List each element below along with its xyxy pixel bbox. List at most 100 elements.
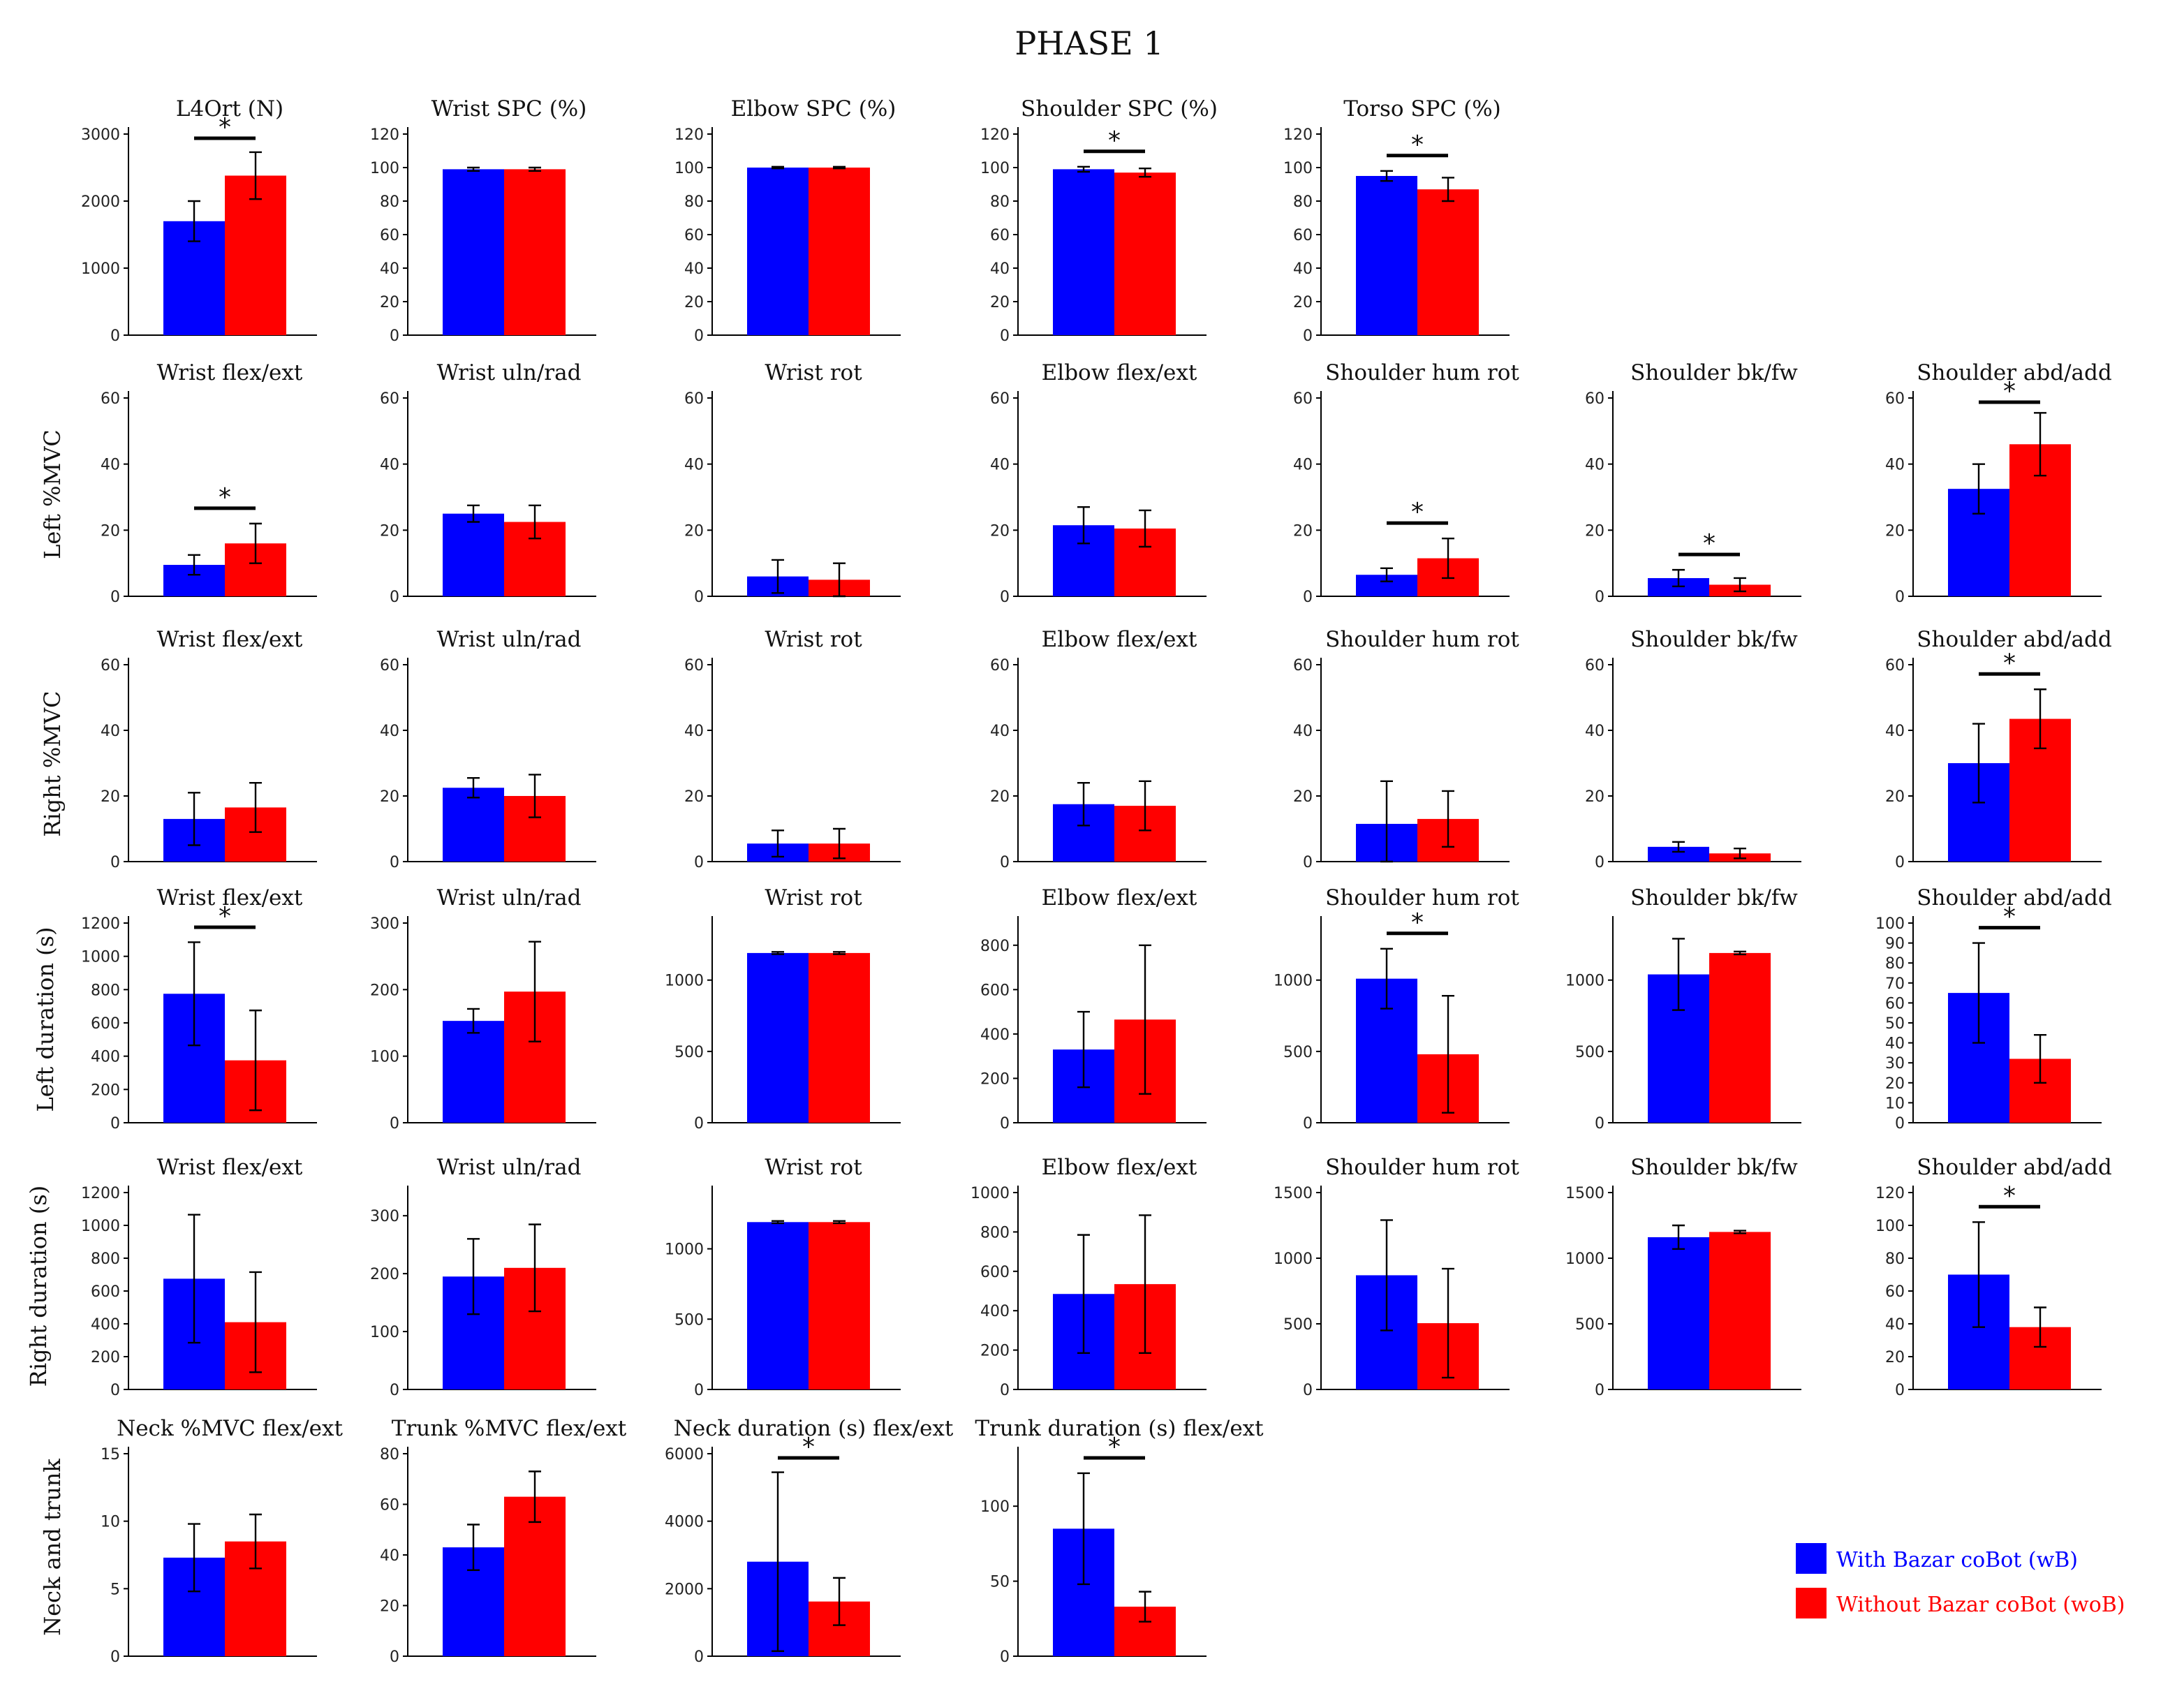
y-tick-label: 20 bbox=[1293, 788, 1313, 806]
bar-wob bbox=[809, 952, 870, 1123]
y-tick-label: 0 bbox=[694, 854, 704, 871]
panel-title: Wrist uln/rad bbox=[437, 627, 582, 652]
y-tick-label: 40 bbox=[380, 457, 399, 474]
y-tick-label: 40 bbox=[684, 260, 704, 278]
panel-title: Wrist uln/rad bbox=[437, 360, 582, 385]
y-tick-label: 0 bbox=[390, 1649, 399, 1666]
significance-star: * bbox=[2003, 903, 2016, 931]
y-tick-label: 80 bbox=[684, 193, 704, 211]
y-tick-label: 60 bbox=[1293, 390, 1313, 408]
significance-star: * bbox=[1411, 908, 1424, 937]
y-tick-label: 20 bbox=[1585, 788, 1604, 806]
y-tick-label: 40 bbox=[101, 723, 120, 740]
y-tick-label: 0 bbox=[1000, 1382, 1010, 1399]
row-label-right-mvc: Right %MVC bbox=[39, 691, 66, 836]
y-tick-label: 20 bbox=[1885, 788, 1905, 806]
significance-star: * bbox=[2003, 377, 2016, 406]
y-tick-label: 1000 bbox=[971, 1185, 1010, 1202]
y-tick-label: 0 bbox=[694, 1115, 704, 1133]
y-tick-label: 1200 bbox=[81, 915, 120, 933]
y-tick-label: 0 bbox=[1000, 589, 1010, 606]
y-tick-label: 40 bbox=[990, 457, 1010, 474]
y-tick-label: 20 bbox=[1885, 1075, 1905, 1093]
y-tick-label: 60 bbox=[684, 390, 704, 408]
y-tick-label: 1000 bbox=[81, 260, 120, 278]
y-tick-label: 300 bbox=[370, 1208, 399, 1225]
bar-wob bbox=[225, 175, 286, 335]
chart-panel: Shoulder bk/fw 0 500 1000 bbox=[1565, 885, 1801, 1133]
y-tick-label: 15 bbox=[101, 1446, 120, 1463]
y-tick-label: 100 bbox=[370, 160, 399, 177]
bar-wb bbox=[443, 788, 504, 862]
y-tick-label: 800 bbox=[980, 1224, 1010, 1241]
panel-title: Trunk duration (s) flex/ext bbox=[975, 1416, 1264, 1441]
panel-title: Elbow flex/ext bbox=[1042, 360, 1197, 385]
chart-panel: Neck duration (s) flex/ext 0 2000 4000 6000 * bbox=[665, 1416, 954, 1666]
significance-star: * bbox=[2003, 649, 2016, 677]
row-label-left-duration: Left duration (s) bbox=[32, 927, 59, 1112]
chart-panel: Elbow flex/ext 0 200 400 600 800 1000 bbox=[971, 1155, 1207, 1399]
chart-panel: Wrist uln/rad 0 100 200 300 bbox=[370, 885, 596, 1133]
y-tick-label: 20 bbox=[1293, 522, 1313, 540]
y-tick-label: 0 bbox=[1595, 854, 1604, 871]
y-tick-label: 200 bbox=[980, 1343, 1010, 1360]
y-tick-label: 60 bbox=[380, 657, 399, 674]
y-tick-label: 50 bbox=[1885, 1015, 1905, 1033]
panel-title: Shoulder SPC (%) bbox=[1021, 96, 1218, 121]
y-tick-label: 60 bbox=[101, 390, 120, 408]
panel-title: Shoulder bk/fw bbox=[1630, 627, 1798, 652]
y-tick-label: 40 bbox=[380, 723, 399, 740]
y-tick-label: 20 bbox=[990, 788, 1010, 806]
y-tick-label: 200 bbox=[370, 1266, 399, 1283]
bar-wb bbox=[747, 1222, 809, 1389]
y-tick-label: 0 bbox=[390, 854, 399, 871]
y-tick-label: 100 bbox=[980, 160, 1010, 177]
bar-wb bbox=[443, 513, 504, 596]
y-tick-label: 60 bbox=[990, 227, 1010, 244]
significance-star: * bbox=[219, 902, 231, 931]
panel-title: Wrist flex/ext bbox=[157, 627, 303, 652]
y-tick-label: 300 bbox=[370, 915, 399, 933]
y-tick-label: 40 bbox=[684, 723, 704, 740]
y-tick-label: 500 bbox=[1575, 1316, 1604, 1334]
bar-wob bbox=[1417, 189, 1479, 335]
y-tick-label: 20 bbox=[380, 788, 399, 806]
bar-wob bbox=[504, 169, 566, 335]
y-tick-label: 800 bbox=[91, 982, 120, 999]
y-tick-label: 40 bbox=[1885, 1035, 1905, 1053]
y-tick-label: 400 bbox=[91, 1316, 120, 1334]
y-tick-label: 60 bbox=[684, 657, 704, 674]
y-tick-label: 80 bbox=[990, 193, 1010, 211]
significance-star: * bbox=[2003, 1181, 2016, 1210]
y-tick-label: 40 bbox=[1885, 723, 1905, 740]
chart-panel: Shoulder bk/fw 0 20 40 60 bbox=[1585, 627, 1801, 871]
y-tick-label: 0 bbox=[1000, 1115, 1010, 1133]
y-tick-label: 10 bbox=[101, 1514, 120, 1531]
y-tick-label: 600 bbox=[91, 1015, 120, 1033]
panel-title: Wrist uln/rad bbox=[437, 1155, 582, 1180]
chart-panel: Elbow flex/ext 0 20 40 60 bbox=[990, 360, 1207, 606]
y-tick-label: 100 bbox=[370, 1049, 399, 1066]
panel-title: Wrist flex/ext bbox=[157, 885, 303, 910]
row-label-right-duration: Right duration (s) bbox=[25, 1186, 52, 1387]
panel-title: Shoulder hum rot bbox=[1325, 885, 1519, 910]
y-tick-label: 40 bbox=[380, 260, 399, 278]
y-tick-label: 50 bbox=[990, 1574, 1010, 1591]
significance-star: * bbox=[802, 1433, 815, 1461]
panel-title: Wrist rot bbox=[765, 1155, 862, 1180]
y-tick-label: 0 bbox=[390, 327, 399, 345]
chart-panel: Shoulder abd/add 0 10 20 30 40 50 60 70 80 90 100 * bbox=[1875, 885, 2112, 1133]
y-tick-label: 120 bbox=[1283, 126, 1313, 144]
y-tick-label: 40 bbox=[1585, 457, 1604, 474]
y-tick-label: 60 bbox=[101, 657, 120, 674]
panel-title: Shoulder bk/fw bbox=[1630, 360, 1798, 385]
panel-title: Shoulder hum rot bbox=[1325, 360, 1519, 385]
y-tick-label: 10 bbox=[1885, 1095, 1905, 1112]
chart-panel: Shoulder SPC (%) 0 20 40 60 80 100 120 * bbox=[980, 96, 1218, 345]
y-tick-label: 1000 bbox=[81, 949, 120, 966]
chart-panel: Shoulder abd/add 0 20 40 60 * bbox=[1885, 627, 2112, 871]
y-tick-label: 0 bbox=[110, 327, 120, 345]
y-tick-label: 0 bbox=[694, 1382, 704, 1399]
y-tick-label: 100 bbox=[1875, 915, 1905, 933]
y-tick-label: 0 bbox=[110, 854, 120, 871]
